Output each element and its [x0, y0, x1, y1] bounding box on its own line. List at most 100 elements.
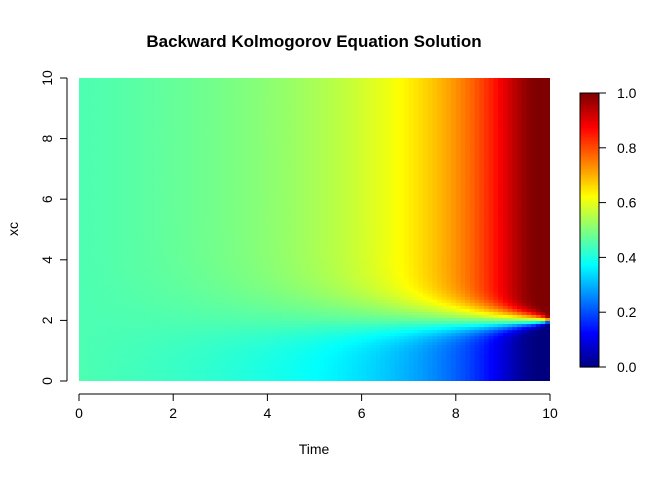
heatmap-cell	[116, 281, 122, 285]
heatmap-cell	[116, 377, 122, 381]
heatmap-cell	[97, 250, 104, 255]
heatmap-cell	[149, 359, 155, 364]
heatmap-cell	[243, 311, 250, 315]
heatmap-cell	[295, 159, 301, 164]
heatmap-cell	[168, 253, 174, 258]
heatmap-cell	[253, 241, 259, 246]
heatmap-cell	[149, 332, 155, 337]
heatmap-cell	[163, 268, 170, 273]
heatmap-cell	[281, 168, 287, 173]
heatmap-cell	[168, 147, 174, 152]
heatmap-cell	[286, 365, 292, 370]
heatmap-cell	[126, 144, 132, 149]
heatmap-cell	[111, 365, 118, 370]
heatmap-cell	[196, 217, 203, 222]
heatmap-cell	[239, 259, 245, 264]
heatmap-cell	[210, 150, 217, 155]
heatmap-cell	[182, 141, 188, 146]
heatmap-cell	[88, 123, 94, 128]
heatmap-cell	[262, 377, 268, 381]
heatmap-cell	[206, 87, 212, 91]
heatmap-cell	[248, 277, 254, 282]
heatmap-cell	[79, 187, 85, 191]
heatmap-cell	[149, 111, 155, 115]
heatmap-cell	[177, 262, 184, 267]
heatmap-cell	[225, 93, 231, 97]
heatmap-cell	[239, 141, 245, 146]
heatmap-cell	[93, 193, 99, 197]
heatmap-cell	[210, 123, 217, 128]
heatmap-cell	[267, 365, 273, 370]
heatmap-cell	[257, 214, 264, 218]
heatmap-cell	[253, 141, 259, 146]
heatmap-cell	[272, 247, 278, 252]
heatmap-cell	[257, 93, 264, 97]
heatmap-cell	[187, 229, 193, 234]
heatmap-cell	[286, 217, 292, 222]
heatmap-cell	[281, 271, 287, 276]
heatmap-cell	[121, 250, 127, 255]
heatmap-cell	[140, 232, 146, 237]
heatmap-cell	[116, 135, 122, 140]
heatmap-cell	[107, 120, 113, 125]
heatmap-cell	[234, 277, 240, 282]
heatmap-cell	[210, 347, 217, 352]
heatmap-cell	[121, 117, 127, 122]
heatmap-cell	[126, 132, 132, 137]
heatmap-cell	[192, 129, 198, 134]
heatmap-cell	[116, 365, 122, 370]
heatmap-cell	[102, 341, 108, 346]
heatmap-cell	[111, 156, 118, 161]
heatmap-cell	[121, 168, 127, 173]
heatmap-cell	[210, 359, 217, 364]
heatmap-cell	[295, 305, 301, 309]
heatmap-cell	[257, 226, 264, 231]
heatmap-cell	[102, 241, 108, 246]
heatmap-cell	[97, 317, 104, 321]
heatmap-cell	[272, 84, 278, 88]
heatmap-cell	[290, 305, 297, 309]
heatmap-cell	[116, 84, 122, 88]
heatmap-cell	[93, 87, 99, 91]
heatmap-cell	[272, 320, 278, 325]
heatmap-cell	[257, 181, 264, 185]
heatmap-cell	[154, 314, 160, 318]
heatmap-cell	[163, 96, 170, 100]
heatmap-cell	[88, 338, 94, 343]
heatmap-cell	[276, 353, 283, 358]
heatmap-cell	[168, 347, 174, 352]
heatmap-cell	[111, 147, 118, 152]
heatmap-cell	[116, 184, 122, 188]
heatmap-cell	[243, 244, 250, 249]
heatmap-cell	[135, 114, 141, 118]
heatmap-cell	[83, 84, 90, 88]
heatmap-cell	[210, 365, 217, 370]
heatmap-cell	[192, 368, 198, 373]
heatmap-cell	[272, 217, 278, 222]
heatmap-cell	[182, 202, 188, 206]
heatmap-cell	[83, 293, 90, 297]
heatmap-cell	[130, 296, 137, 300]
heatmap-cell	[130, 356, 137, 361]
heatmap-cell	[97, 281, 104, 285]
heatmap-cell	[243, 174, 250, 179]
heatmap-cell	[267, 187, 273, 191]
heatmap-cell	[159, 314, 165, 318]
heatmap-cell	[239, 238, 245, 243]
heatmap-cell	[168, 126, 174, 131]
heatmap-cell	[286, 314, 292, 318]
heatmap-cell	[154, 144, 160, 149]
heatmap-cell	[201, 232, 207, 237]
heatmap-cell	[305, 123, 311, 128]
heatmap-cell	[83, 250, 90, 255]
heatmap-cell	[257, 274, 264, 279]
heatmap-cell	[201, 290, 207, 294]
heatmap-cell	[225, 274, 231, 279]
heatmap-cell	[177, 241, 184, 246]
heatmap-cell	[116, 229, 122, 234]
heatmap-cell	[173, 290, 179, 294]
heatmap-cell	[163, 214, 170, 218]
heatmap-cell	[140, 356, 146, 361]
heatmap-cell	[126, 93, 132, 97]
heatmap-cell	[154, 111, 160, 115]
